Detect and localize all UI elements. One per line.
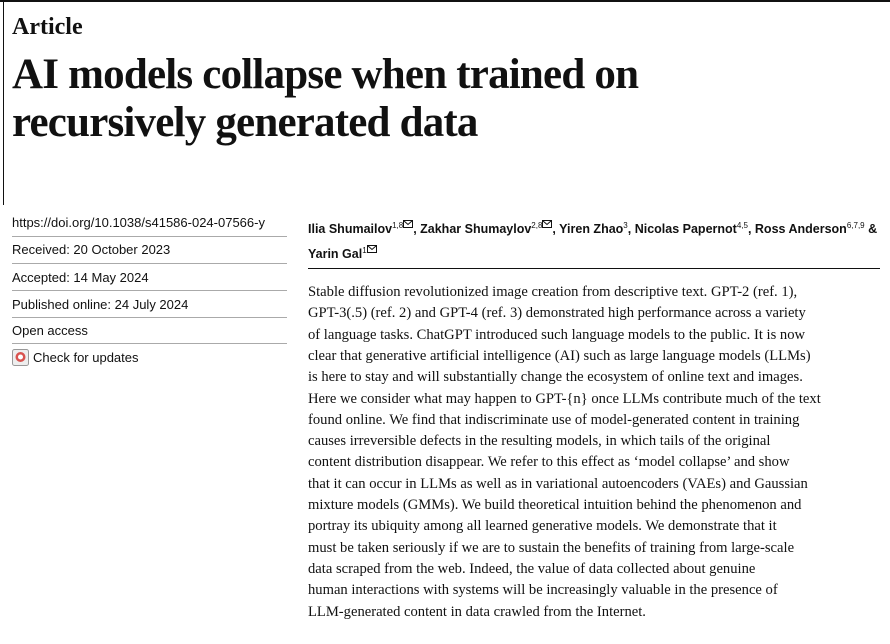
abstract-line: causes irreversible defects in the resul… bbox=[308, 433, 771, 450]
abstract-line: found online. We find that indiscriminat… bbox=[308, 411, 800, 428]
author-name: Ross Anderson bbox=[754, 222, 847, 237]
affiliation: 1 bbox=[362, 246, 367, 256]
separator: , bbox=[552, 222, 560, 237]
divider bbox=[12, 343, 287, 344]
abstract-line: content distribution disappear. We refer… bbox=[308, 454, 790, 471]
side-rule bbox=[3, 0, 4, 205]
updates-icon[interactable] bbox=[12, 349, 29, 366]
article-label: Article bbox=[12, 14, 83, 40]
email-icon bbox=[403, 214, 414, 234]
email-icon bbox=[366, 239, 377, 259]
separator: & bbox=[868, 222, 878, 237]
abstract-line: Stable diffusion revolutionized image cr… bbox=[308, 284, 798, 300]
abstract-line: that it can occur in LLMs as well as in … bbox=[308, 475, 808, 492]
abstract-line: mixture models (GMMs). We build theoreti… bbox=[308, 497, 802, 513]
abstract-line: LLM-generated content in data crawled fr… bbox=[308, 603, 646, 620]
affiliation: 3 bbox=[623, 221, 628, 230]
abstract-line: human interactions with systems will be … bbox=[308, 582, 778, 599]
divider bbox=[12, 236, 287, 237]
author-name: Yiren Zhao bbox=[559, 222, 624, 237]
abstract-rule bbox=[308, 268, 880, 269]
separator: , bbox=[627, 222, 635, 237]
email-icon bbox=[542, 214, 553, 234]
affiliation: 1,8 bbox=[392, 221, 404, 230]
title: AI models collapse when trained on bbox=[12, 51, 639, 98]
affiliation: 2,8 bbox=[531, 221, 543, 230]
authors: Ilia Shumailov1,8, Zakhar Shumaylov2,8, … bbox=[308, 214, 888, 264]
abstract-line: GPT-3(.5) (ref. 2) and GPT-4 (ref. 3) de… bbox=[308, 305, 806, 322]
abstract-line: portray its ubiquity among all learned g… bbox=[308, 518, 777, 535]
separator: , bbox=[747, 222, 755, 237]
affiliation: 6,7,9 bbox=[846, 221, 865, 230]
author-name: Yarin Gal bbox=[308, 247, 363, 262]
author-name: Ilia Shumailov bbox=[308, 222, 393, 237]
published: Published online: 24 July 2024 bbox=[12, 297, 189, 312]
received: Received: 20 October 2023 bbox=[12, 242, 171, 257]
title: recursively generated data bbox=[12, 99, 478, 146]
abstract-line: clear that generative artificial intelli… bbox=[308, 347, 811, 364]
accepted: Accepted: 14 May 2024 bbox=[12, 270, 149, 285]
abstract-line: Here we consider what may happen to GPT-… bbox=[308, 390, 821, 407]
open-access: Open access bbox=[12, 323, 88, 338]
separator: , bbox=[413, 222, 421, 237]
divider bbox=[12, 263, 287, 264]
divider bbox=[12, 290, 287, 291]
abstract-line: of language tasks. ChatGPT introduced su… bbox=[308, 326, 806, 343]
top-rule bbox=[0, 0, 890, 2]
abstract-line: must be taken seriously if we are to sus… bbox=[308, 539, 795, 556]
affiliation: 4,5 bbox=[736, 221, 748, 230]
doi[interactable]: https://doi.org/10.1038/s41586-024-07566… bbox=[12, 215, 265, 230]
check-updates[interactable]: Check for updates bbox=[33, 350, 139, 365]
author-name: Zakhar Shumaylov bbox=[420, 222, 532, 237]
abstract-line: data scraped from the web. Indeed, the v… bbox=[308, 560, 756, 577]
abstract-line: is here to stay and will substantially c… bbox=[308, 369, 803, 386]
author-name: Nicolas Papernot bbox=[634, 222, 737, 237]
divider bbox=[12, 317, 287, 318]
